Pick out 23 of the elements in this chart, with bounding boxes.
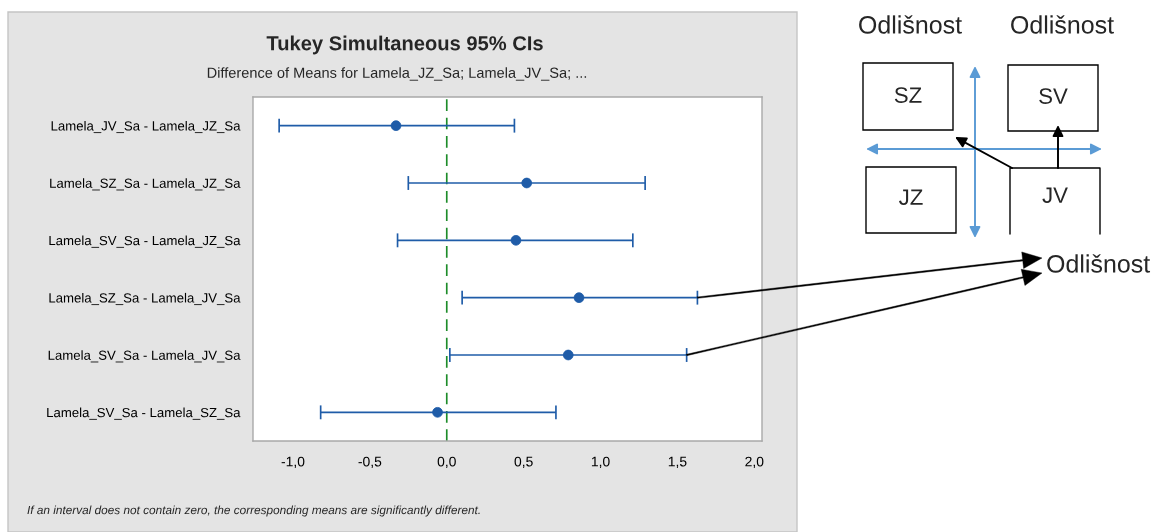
y-tick-label: Lamela_SV_Sa - Lamela_SZ_Sa (47, 407, 241, 420)
x-tick-label: 0,0 (437, 456, 456, 469)
y-tick-label: Lamela_SV_Sa - Lamela_JZ_Sa (49, 235, 241, 248)
chart-subtitle: Difference of Means for Lamela_JZ_Sa; Lamela_JV_Sa; ... (207, 67, 587, 81)
text: Odlišnost (859, 15, 962, 34)
y-tick-label: Lamela_SV_Sa - Lamela_JV_Sa (48, 350, 241, 363)
x-tick-label: 1,5 (668, 456, 687, 469)
y-tick-label: Lamela_SZ_Sa - Lamela_JV_Sa (49, 292, 241, 306)
text: JV (1042, 187, 1068, 203)
x-tick-label: -1,0 (281, 456, 305, 469)
x-tick-label: 0,5 (514, 456, 533, 469)
y-tick-label: Lamela_SZ_Sa - Lamela_JZ_Sa (50, 178, 241, 191)
text: SV (1039, 88, 1068, 104)
text: SZ (894, 87, 922, 103)
x-tick-label: -0,5 (358, 456, 382, 469)
chart-title: Tukey Simultaneous 95% CIs (266, 35, 543, 55)
text: Odlišnost (1011, 15, 1114, 34)
x-tick-label: 1,0 (591, 456, 610, 469)
text: If an interval does not contain zero, the corresponding means are significantly different. (27, 505, 480, 517)
text: Odlišnost (1047, 254, 1151, 273)
x-tick-label: 2,0 (745, 456, 764, 469)
text: JZ (899, 189, 923, 205)
y-tick-label: Lamela_JV_Sa - Lamela_JZ_Sa (51, 120, 241, 134)
